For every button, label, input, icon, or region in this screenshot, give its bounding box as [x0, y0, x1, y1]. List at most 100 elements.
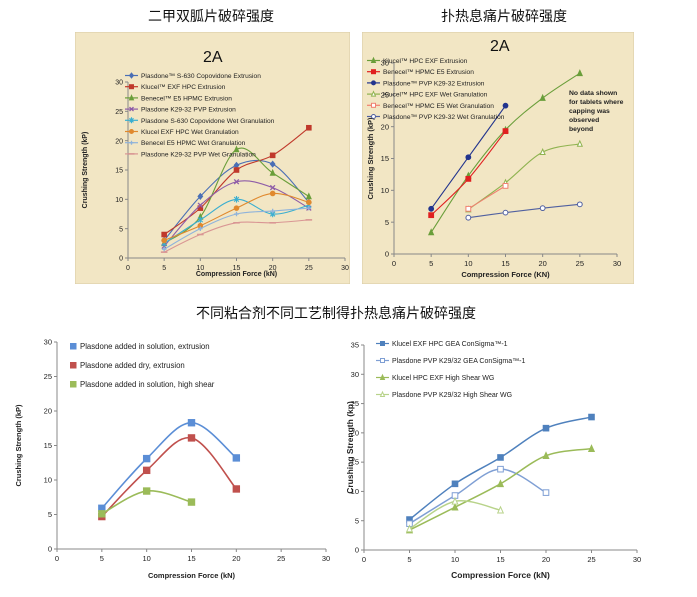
data-point — [161, 246, 167, 252]
data-point — [379, 373, 386, 380]
x-tick-label: 0 — [126, 265, 130, 272]
legend-swatch — [70, 362, 77, 369]
data-point — [380, 358, 385, 363]
legend-label: Klucel™ HPC EXF Wet Granulation — [383, 92, 488, 99]
data-point — [269, 160, 276, 168]
x-axis-label: Compression Force (kN) — [148, 571, 236, 580]
y-tick-label: 25 — [115, 109, 123, 116]
data-point — [497, 454, 504, 461]
data-point — [405, 524, 414, 533]
y-tick-label: 5 — [385, 218, 389, 227]
data-point — [370, 56, 377, 63]
data-point — [269, 184, 276, 191]
x-tick-label: 5 — [407, 555, 411, 564]
x-tick-label: 15 — [233, 265, 241, 272]
legend-entry: Benecel E5 HPMC Wet Granulation — [125, 140, 246, 147]
series-line — [468, 203, 580, 219]
legend-entry: Plasdone S-630 Copovidone Wet Granulatio… — [125, 117, 275, 125]
x-tick-label: 10 — [451, 555, 459, 564]
data-point — [187, 419, 196, 427]
data-point — [142, 466, 151, 475]
legend-entry: Plasdone PVP K29/32 GEA ConSigma™-1 — [376, 358, 525, 365]
y-tick-label: 15 — [44, 441, 52, 450]
legend-entry: Plasdone K29-32 PVP Extrusion — [125, 107, 236, 114]
series-line — [101, 437, 237, 518]
legend-swatch — [70, 343, 77, 350]
x-tick-label: 15 — [501, 259, 509, 268]
data-point — [371, 102, 376, 108]
chart-panel-process-comparison: 0 5 10 15 20 25 30 35 0 5 10 15 20 25 30 Compression Fo… — [345, 328, 690, 590]
x-tick-label: 5 — [162, 265, 166, 272]
x-tick-label: 5 — [100, 554, 104, 563]
y-tick-label: 15 — [351, 458, 359, 467]
y-tick-label: 0 — [48, 545, 52, 554]
data-point — [465, 175, 472, 182]
x-tick-label: 25 — [277, 554, 285, 563]
series-1 — [406, 413, 595, 523]
data-point — [129, 84, 134, 90]
x-tick-label: 30 — [633, 555, 641, 564]
data-point — [232, 454, 241, 462]
caption-paracetamol: 扑热息痛片破碎强度 — [441, 9, 567, 25]
data-point — [269, 168, 276, 176]
caption-binder-process: 不同粘合剂不同工艺制得扑热息痛片破碎强度 — [196, 306, 476, 322]
data-point — [270, 208, 275, 214]
legend-label: Plasdone™ S-630 Copovidone Extrusion — [141, 73, 261, 80]
data-point — [380, 341, 385, 346]
y-tick-label: 5 — [355, 516, 359, 525]
data-point — [371, 114, 376, 119]
data-point — [128, 72, 135, 79]
data-point — [428, 205, 435, 212]
series-2 — [406, 465, 550, 527]
y-axis-label: Crushing Strength (kP) — [14, 404, 23, 487]
y-tick-label: 10 — [115, 197, 123, 204]
x-axis-label: Compression Force (kN) — [451, 570, 550, 580]
x-tick-label: 10 — [464, 259, 472, 268]
data-point — [269, 152, 276, 159]
series-4 — [405, 496, 505, 533]
legend-label: Klucel EXF HPC Wet Granulation — [141, 129, 239, 136]
series-8 — [160, 219, 313, 253]
y-axis-label: Crushing Strength (kP) — [82, 132, 89, 209]
chart-title: 2A — [490, 38, 510, 55]
legend-entry: Plasdone K29-32 PVP Wet Granulation — [125, 151, 256, 158]
data-point — [576, 201, 583, 208]
y-tick-label: 10 — [44, 476, 52, 485]
chart-process-comparison-svg: 0 5 10 15 20 25 30 35 0 5 10 15 20 25 30 Compression Fo… — [345, 341, 641, 580]
x-tick-label: 15 — [187, 554, 195, 563]
legend-entry: Klucel™ HPC EXF Wet Granulation — [367, 90, 488, 99]
legend-entry: Plasdone™ S-630 Copovidone Extrusion — [125, 72, 261, 80]
data-point — [187, 498, 196, 506]
data-point — [496, 505, 505, 514]
legend-entry: Klucel™ HPC EXF Extrusion — [367, 56, 468, 65]
x-axis-label: Compression Force (kN) — [196, 271, 277, 278]
data-point — [502, 209, 509, 216]
legend-entry: Klucel EXF HPC Wet Granulation — [125, 129, 239, 136]
data-point — [197, 192, 204, 200]
x-tick-label: 30 — [613, 259, 621, 268]
legend-entry: Plasdone™ PVP K29-32 Wet Granulation — [367, 114, 505, 121]
data-point — [98, 510, 106, 518]
series-line — [409, 468, 547, 525]
x-tick-label: 25 — [576, 259, 584, 268]
data-point — [233, 167, 240, 173]
legend-label: Benecel™ HPMC E5 Wet Granulation — [383, 103, 494, 110]
data-point — [428, 212, 435, 219]
legend-entry: Klucel™ EXF HPC Extrusion — [125, 84, 226, 91]
y-tick-label: 25 — [381, 90, 389, 99]
chart-title: 2A — [203, 49, 223, 66]
y-axis-label: Crushing Strength (kP) — [366, 117, 375, 200]
y-tick-label: 20 — [115, 138, 123, 145]
x-tick-label: 25 — [587, 555, 595, 564]
x-tick-label: 0 — [362, 555, 366, 564]
data-point — [197, 202, 204, 208]
legend-label: Benecel™ HPMC E5 Extrusion — [383, 69, 474, 76]
legend-label: Plasdone PVP K29/32 High Shear WG — [392, 392, 512, 399]
x-tick-label: 20 — [232, 554, 240, 563]
annotation-line: observed — [569, 117, 599, 124]
y-tick-label: 0 — [119, 256, 123, 263]
y-tick-label: 30 — [351, 370, 359, 379]
data-point — [234, 211, 239, 217]
legend-label: Plasdone S-630 Copovidone Wet Granulatio… — [141, 118, 275, 125]
series-3 — [428, 102, 509, 212]
